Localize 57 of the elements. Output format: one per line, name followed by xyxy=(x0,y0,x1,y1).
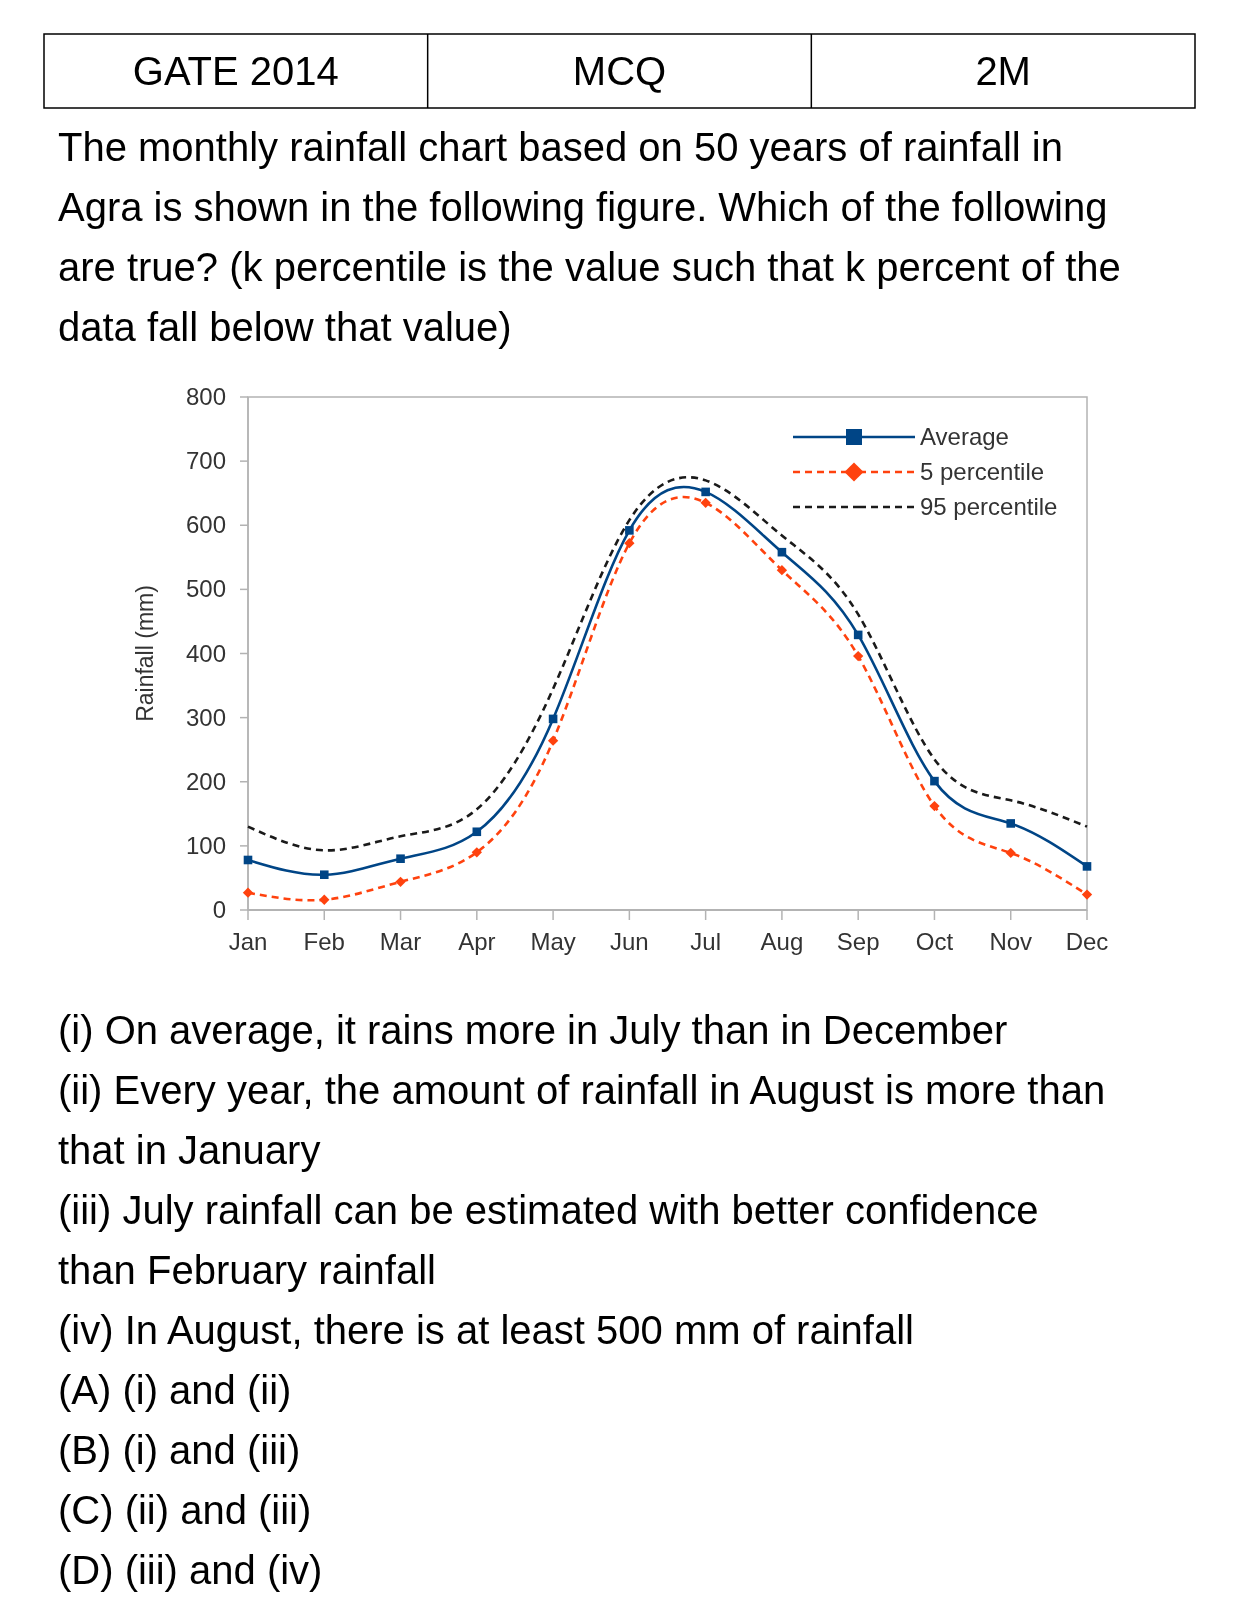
text: (i) On average, it rains more in July than in December xyxy=(58,1008,1008,1052)
point xyxy=(776,564,788,576)
point xyxy=(1081,889,1093,900)
point xyxy=(395,876,406,887)
y-tick-label: 300 xyxy=(185,703,226,731)
legend-label: 95 percentile xyxy=(920,493,1058,520)
x-tick-label: Aug xyxy=(760,928,804,955)
point xyxy=(472,827,482,837)
x-tick-label: Jun xyxy=(610,928,649,955)
y-tick-label: 500 xyxy=(185,575,226,603)
point xyxy=(700,497,711,508)
point xyxy=(624,538,635,549)
x-tick-label: Nov xyxy=(989,928,1033,955)
y-tick-label: 200 xyxy=(185,767,226,795)
x-tick-label: Jan xyxy=(228,928,268,955)
x-tick-label: Apr xyxy=(458,928,496,955)
x-tick-label: Sep xyxy=(836,928,880,955)
x-tick-label: Jul xyxy=(690,928,721,955)
y-tick-label: 0 xyxy=(212,896,226,923)
x-tick-label: May xyxy=(530,928,576,955)
text: (iv) In August, there is at least 500 mm of rainfall xyxy=(58,1308,914,1352)
y-tick-label: 700 xyxy=(185,447,226,475)
y-tick-label: 600 xyxy=(185,511,226,539)
point xyxy=(242,887,254,898)
point xyxy=(319,870,329,880)
point xyxy=(547,735,559,746)
text: MCQ xyxy=(572,49,667,93)
y-tick-label: 400 xyxy=(185,639,226,667)
legend-label: Average xyxy=(920,423,1009,450)
point xyxy=(1082,862,1092,871)
legend-label: 5 percentile xyxy=(920,458,1045,485)
point xyxy=(1006,819,1016,828)
point xyxy=(396,854,405,863)
x-tick-label: Feb xyxy=(303,928,345,955)
text: (D) (iii) and (iv) xyxy=(58,1548,323,1592)
text: (B) (i) and (iii) xyxy=(58,1428,301,1472)
text: (A) (i) and (ii) xyxy=(58,1368,292,1412)
y-axis-title: Rainfall (mm) xyxy=(132,585,158,722)
point xyxy=(929,800,940,812)
point xyxy=(471,847,482,858)
text: 2M xyxy=(975,49,1031,93)
y-tick-label: 100 xyxy=(185,831,226,859)
text: (C) (ii) and (iii) xyxy=(58,1488,312,1532)
point xyxy=(930,776,939,786)
point xyxy=(853,650,864,662)
x-tick-label: Oct xyxy=(915,928,954,955)
point xyxy=(701,487,710,497)
point xyxy=(1005,847,1016,859)
point xyxy=(319,894,330,905)
x-tick-label: Dec xyxy=(1065,928,1109,955)
y-tick-label: 800 xyxy=(185,383,226,410)
point xyxy=(625,526,634,535)
text: GATE 2014 xyxy=(132,49,339,93)
text: (iii) July rainfall can be estimated with better confidence than February rainfall xyxy=(58,1188,1039,1292)
chart-title: The monthly rainfall chart based on 50 years of rainfall in Agra is shown in the following figure. Which of the following are true? (k percentile is the value such that k percent of the data fall below that value) xyxy=(58,125,1121,349)
x-tick-label: Mar xyxy=(379,928,422,955)
text: (ii) Every year, the amount of rainfall in August is more than that in January xyxy=(58,1068,1106,1172)
